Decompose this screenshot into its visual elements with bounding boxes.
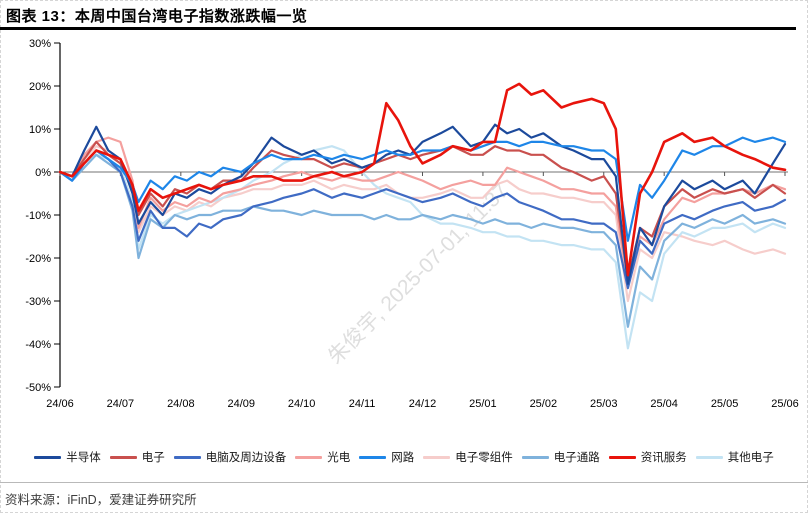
legend-label: 半导体 (66, 452, 101, 464)
y-axis-tick-label: 10% (29, 124, 51, 136)
legend-swatch-电子零组件 (423, 455, 451, 459)
chart-title: 图表 13：本周中国台湾电子指数涨跌幅一览 (6, 8, 308, 25)
series-line-电脑及周边设备 (58, 149, 787, 290)
legend-swatch-网路 (359, 455, 387, 459)
legend-label: 电子通路 (553, 452, 600, 464)
legend-item-电脑及周边设备: 电脑及周边设备 (173, 449, 287, 465)
x-axis-tick-label: 24/10 (288, 398, 316, 410)
series-line-资讯服务 (58, 82, 787, 277)
legend-item-其他电子: 其他电子 (695, 449, 774, 465)
legend-item-电子: 电子 (109, 449, 165, 465)
legend-item-光电: 光电 (295, 449, 350, 465)
legend-swatch-光电 (295, 455, 323, 459)
legend-swatch-电子通路 (521, 455, 549, 459)
y-axis-tick-label: -40% (25, 339, 51, 351)
legend-label: 资讯服务 (640, 452, 687, 464)
y-axis-tick-label: -20% (25, 253, 51, 265)
x-axis-tick-label: 24/07 (107, 398, 135, 410)
series-line-电子 (58, 140, 787, 281)
legend-item-电子通路: 电子通路 (521, 449, 600, 465)
legend-item-半导体: 半导体 (34, 449, 101, 465)
x-axis-tick-label: 24/08 (167, 398, 195, 410)
x-axis-tick-label: 25/06 (771, 398, 799, 410)
y-axis-tick-label: 30% (29, 38, 51, 50)
legend-label: 电脑及周边设备 (205, 452, 287, 464)
legend-item-电子零组件: 电子零组件 (423, 449, 513, 465)
x-axis-tick-label: 25/01 (469, 398, 497, 410)
x-axis-tick-label: 25/05 (711, 398, 739, 410)
x-axis-tick-label: 24/09 (227, 398, 255, 410)
legend-item-网路: 网路 (359, 449, 414, 465)
data-source-note: 资料来源：iFinD，爱建证券研究所 (5, 493, 197, 507)
y-axis-tick-label: -10% (25, 210, 51, 222)
footer-divider (0, 482, 808, 483)
series-line-网路 (58, 136, 787, 242)
legend-swatch-电脑及周边设备 (173, 455, 201, 459)
x-axis-tick-label: 24/06 (46, 398, 74, 410)
y-axis-tick-label: -50% (25, 382, 51, 394)
y-axis-tick-label: 0% (35, 167, 51, 179)
legend-label: 光电 (327, 452, 351, 464)
legend-label: 其他电子 (727, 452, 774, 464)
series-line-电子零组件 (58, 145, 787, 303)
x-axis-tick-label: 24/11 (349, 398, 376, 410)
legend-swatch-资讯服务 (608, 455, 636, 459)
chart-legend: 半导体 电子 电脑及周边设备 光电 网路 电子零组件 电子通路 资讯服务 其他电子 (0, 449, 808, 465)
legend-swatch-电子 (109, 455, 137, 459)
y-axis-tick-label: 20% (29, 81, 51, 93)
series-line-其他电子 (58, 145, 787, 350)
x-axis-tick-label: 25/02 (530, 398, 558, 410)
y-axis-tick-label: -30% (25, 296, 51, 308)
title-divider (0, 27, 796, 30)
x-axis-tick-label: 25/04 (650, 398, 678, 410)
x-axis-tick-label: 24/12 (409, 398, 437, 410)
legend-item-资讯服务: 资讯服务 (608, 449, 687, 465)
x-axis-tick-label: 25/03 (590, 398, 618, 410)
legend-label: 网路 (391, 452, 415, 464)
legend-swatch-半导体 (34, 455, 62, 459)
legend-label: 电子 (141, 452, 165, 464)
legend-label: 电子零组件 (455, 452, 513, 464)
legend-swatch-其他电子 (695, 455, 723, 459)
